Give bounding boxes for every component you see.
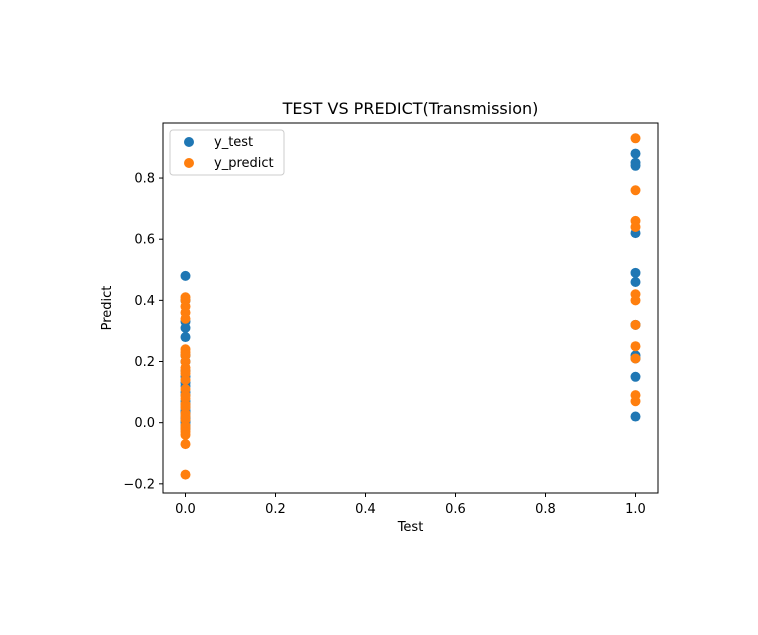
y-tick-label-2: 0.2 [134, 355, 155, 370]
x-tick-label-3: 0.6 [445, 502, 466, 517]
legend: y_test y_predict [169, 129, 285, 176]
y-tick-label-5: 0.8 [134, 172, 155, 187]
x-tick-label-1: 0.2 [265, 502, 286, 517]
y-axis-ticks: −0.2 0.0 0.2 0.4 0.6 0.8 [123, 172, 163, 492]
scatter-point-y-test-28 [630, 160, 641, 171]
scatter-point-y-predict-12 [180, 374, 191, 385]
scatter-point-y-predict-33 [630, 319, 641, 330]
scatter-point-y-test-35 [630, 371, 641, 382]
scatter-point-y-predict-26 [180, 469, 191, 480]
scatter-point-y-predict-30 [630, 221, 641, 232]
legend-box [169, 129, 285, 176]
x-tick-label-2: 0.4 [355, 502, 376, 517]
legend-marker-y-predict [184, 158, 194, 168]
y-tick-label-1: 0.0 [134, 416, 155, 431]
x-tick-label-0: 0.0 [175, 502, 196, 517]
legend-label-y-predict: y_predict [214, 156, 274, 171]
x-tick-label-5: 1.0 [625, 502, 646, 517]
chart-title: TEST VS PREDICT(Transmission) [282, 99, 539, 118]
scatter-point-y-predict-35 [630, 353, 641, 364]
plot-frame [162, 122, 659, 494]
y-axis-label: Predict [100, 286, 115, 331]
scatter-point-y-test-31 [630, 277, 641, 288]
scatter-point-y-predict-27 [630, 133, 641, 144]
scatter-point-y-predict-4 [180, 313, 191, 324]
x-axis-label: Test [397, 520, 424, 535]
y-tick-label-0: −0.2 [123, 477, 155, 492]
scatter-point-y-predict-25 [180, 439, 191, 450]
legend-label-y-test: y_test [214, 135, 253, 150]
y-tick-label-4: 0.6 [134, 233, 155, 248]
points-layer [180, 133, 641, 480]
legend-marker-y-test [184, 137, 194, 147]
x-tick-label-4: 0.8 [535, 502, 556, 517]
scatter-point-y-test-30 [630, 267, 641, 278]
scatter-point-y-test-3 [180, 322, 191, 333]
scatter-point-y-test-36 [630, 411, 641, 422]
y-tick-label-3: 0.4 [134, 294, 155, 309]
scatter-point-y-predict-37 [630, 396, 641, 407]
scatter-point-y-predict-24 [180, 429, 191, 440]
x-axis-ticks: 0.0 0.2 0.4 0.6 0.8 1.0 [175, 493, 646, 517]
scatter-point-y-test-26 [630, 148, 641, 159]
scatter-point-y-test-0 [180, 270, 191, 281]
scatter-point-y-test-4 [180, 332, 191, 343]
scatter-point-y-predict-32 [630, 295, 641, 306]
scatter-point-y-predict-28 [630, 185, 641, 196]
scatter-point-y-predict-34 [630, 341, 641, 352]
